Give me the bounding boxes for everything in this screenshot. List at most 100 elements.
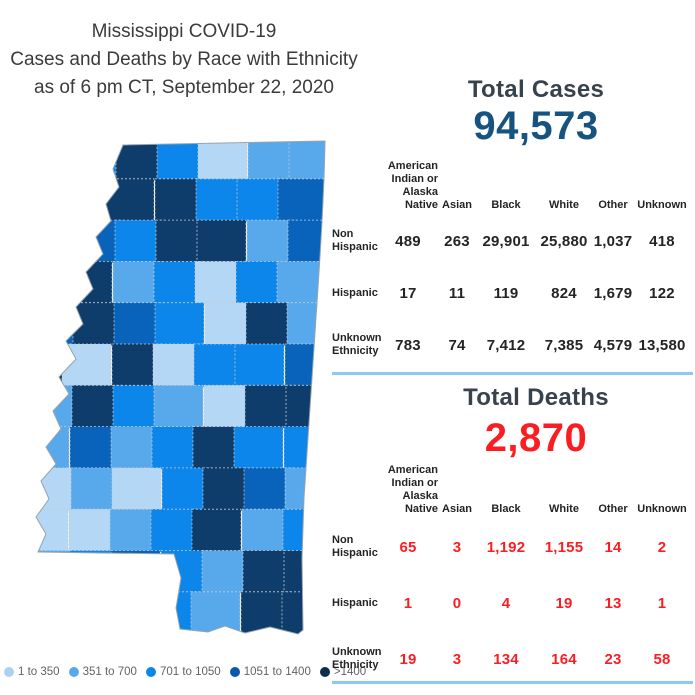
county-shape[interactable] [63, 178, 114, 222]
county-shape[interactable] [110, 550, 161, 594]
county-shape[interactable] [67, 591, 118, 635]
legend-item[interactable]: 1051 to 1400 [229, 666, 311, 678]
county-shape[interactable] [242, 550, 293, 594]
county-shape[interactable] [190, 591, 241, 635]
row-label: Unknown Ethnicity [332, 332, 382, 357]
table-cell-value: 1 [403, 594, 413, 612]
state-outline [35, 140, 326, 635]
county-shape[interactable] [197, 138, 248, 181]
county-shape[interactable] [283, 550, 333, 594]
legend-label: >1400 [333, 666, 367, 678]
title-line-1: Mississippi COVID-19 [91, 21, 277, 42]
column-header: White [549, 503, 579, 515]
county-shape[interactable] [191, 508, 242, 553]
table-cell-value: 25,880 [540, 232, 588, 250]
column-header: Black [491, 503, 521, 515]
deaths-by-race-table: American Indian or Alaska Native Asian Black… [332, 464, 692, 687]
legend-color-dot [319, 667, 330, 677]
table-cell-value: 1 [657, 594, 667, 612]
mississippi-county-map[interactable] [30, 138, 350, 638]
legend-item[interactable]: >1400 [319, 666, 367, 678]
legend-label: 1 to 350 [18, 666, 60, 678]
county-shape[interactable] [288, 138, 338, 181]
legend-color-dot [4, 667, 14, 677]
row-label: Hispanic [332, 286, 378, 299]
county-shape[interactable] [30, 508, 69, 553]
table-cell-value: 29,901 [482, 232, 530, 250]
table-header-row: American Indian or Alaska Native Asian Black… [332, 464, 692, 519]
row-label: Non Hispanic [332, 534, 378, 559]
county-shape[interactable] [30, 138, 75, 181]
table-row: Hispanic 17 11 119 824 1,679 122 [332, 267, 692, 319]
table-cell-value: 58 [653, 650, 671, 668]
table-cell-value: 134 [493, 650, 519, 668]
county-shape[interactable] [104, 178, 155, 222]
county-shape[interactable] [281, 591, 331, 635]
table-cell-value: 13 [604, 594, 622, 612]
county-shape[interactable] [154, 302, 205, 346]
county-shape[interactable] [108, 591, 159, 635]
county-shape[interactable] [153, 384, 204, 429]
column-header: Other [598, 199, 628, 211]
county-shape[interactable] [284, 467, 334, 512]
table-cell-value: 1,192 [486, 538, 526, 556]
table-cell-value: 13,580 [638, 336, 686, 354]
legend-item[interactable]: 701 to 1050 [145, 666, 221, 678]
county-shape[interactable] [233, 426, 284, 470]
county-shape[interactable] [286, 302, 336, 346]
table-cell-value: 3 [452, 538, 462, 556]
county-shape[interactable] [62, 261, 113, 305]
table-cell-value: 1,679 [593, 284, 633, 302]
table-cell-value: 11 [448, 284, 466, 302]
county-shape[interactable] [287, 219, 337, 264]
county-shape[interactable] [69, 550, 120, 594]
row-label: Unknown Ethnicity [332, 646, 382, 671]
county-shape[interactable] [30, 261, 72, 305]
table-cell-value: 65 [399, 538, 417, 556]
table-cell-value: 4,579 [593, 336, 633, 354]
county-shape[interactable] [30, 426, 70, 470]
table-row: Non Hispanic 65 3 1,192 1,155 14 2 [332, 519, 692, 575]
table-cell-value: 1,155 [544, 538, 584, 556]
column-header: Asian [442, 199, 472, 211]
county-shape[interactable] [234, 343, 285, 388]
legend-color-dot [68, 667, 79, 677]
county-shape[interactable] [193, 343, 244, 388]
table-cell-value: 119 [493, 284, 519, 302]
table-cell-value: 19 [555, 594, 573, 612]
county-shape[interactable] [202, 467, 253, 512]
total-deaths-value: 2,870 [484, 416, 588, 460]
total-cases-value: 94,573 [473, 104, 599, 148]
county-shape[interactable] [282, 508, 332, 553]
legend-item[interactable]: 1 to 350 [4, 666, 60, 678]
county-shape[interactable] [30, 178, 73, 222]
row-label: Hispanic [332, 596, 378, 609]
total-deaths-heading: Total Deaths [463, 384, 609, 411]
county-shape[interactable] [30, 550, 79, 594]
column-header: Unknown [637, 503, 687, 515]
table-cell-value: 74 [448, 336, 466, 354]
cases-by-race-table: American Indian or Alaska Native Asian Black… [332, 160, 692, 371]
table-cell-value: 1,037 [593, 232, 633, 250]
county-shape[interactable] [284, 343, 334, 388]
county-shape[interactable] [33, 219, 83, 264]
legend-item[interactable]: 351 to 700 [68, 666, 137, 678]
title-line-2: Cases and Deaths by Race with Ethnicity [10, 49, 358, 70]
county-shape[interactable] [277, 178, 327, 222]
section-divider [332, 372, 693, 375]
table-cell-value: 19 [399, 650, 417, 668]
column-header: Unknown [637, 199, 687, 211]
county-shape[interactable] [111, 467, 162, 512]
table-cell-value: 17 [399, 284, 417, 302]
legend-label: 351 to 700 [82, 666, 137, 678]
dashboard-title: Mississippi COVID-19 Cases and Deaths by… [8, 18, 360, 102]
table-cell-value: 2 [657, 538, 667, 556]
table-cell-value: 7,412 [486, 336, 526, 354]
map-legend: 1 to 350 351 to 700 701 to 1050 1051 to 140… [4, 666, 424, 678]
table-cell-value: 122 [649, 284, 675, 302]
legend-color-dot [145, 667, 156, 677]
county-shape[interactable] [30, 591, 77, 635]
county-shape[interactable] [196, 219, 247, 264]
table-cell-value: 7,385 [544, 336, 584, 354]
legend-color-dot [229, 667, 240, 677]
